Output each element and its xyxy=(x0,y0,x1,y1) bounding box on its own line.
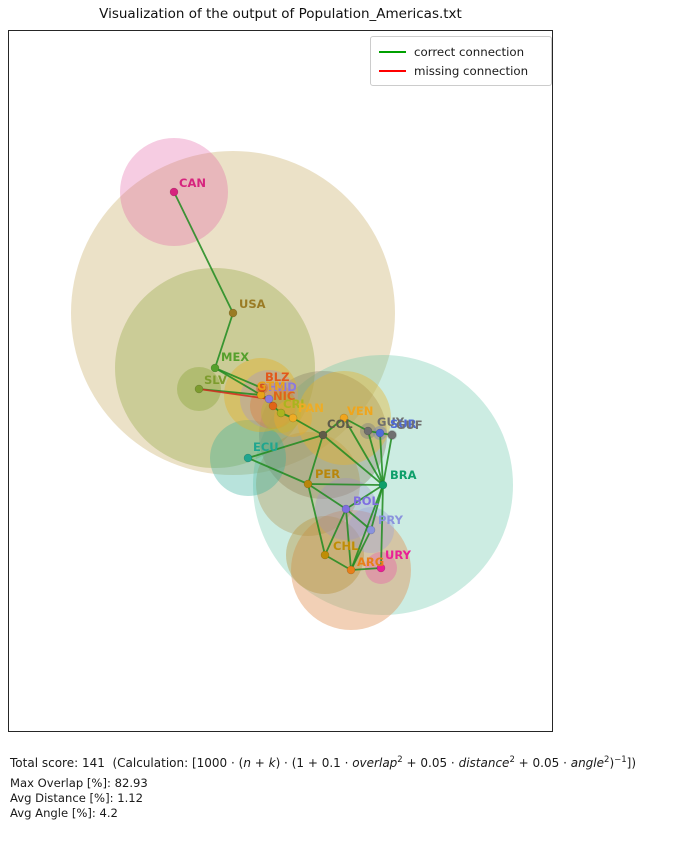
edge-VEN-BRA-correct xyxy=(343,417,384,486)
country-label-PAN: PAN xyxy=(298,401,324,415)
edge-PER-BOL-correct xyxy=(307,483,347,510)
edge-CHL-ARG-correct xyxy=(324,554,352,571)
edge-BOL-ARG-correct xyxy=(345,508,352,571)
country-label-CAN: CAN xyxy=(179,176,206,190)
country-label-HND: HND xyxy=(268,380,297,394)
edge-URY-BRA-correct xyxy=(380,484,384,569)
country-dot-COL xyxy=(318,430,328,440)
edge-SUR-BRA-correct xyxy=(379,432,384,486)
plot-frame xyxy=(8,30,553,732)
avg-angle-line: Avg Angle [%]: 4.2 xyxy=(10,806,118,821)
country-label-ECU: ECU xyxy=(253,440,279,454)
country-dot-PER xyxy=(303,479,313,489)
country-label-BOL: BOL xyxy=(353,494,380,508)
country-label-GUF: GUF xyxy=(396,418,423,432)
edge-COL-PER-correct xyxy=(307,434,324,485)
country-label-BRA: BRA xyxy=(390,468,417,482)
country-label-GTM: GTM xyxy=(257,379,286,393)
country-label-SUR: SUR xyxy=(390,417,417,431)
red-line-icon xyxy=(379,69,406,72)
footer-stats: Total score: 141 (Calculation: [1000 · (… xyxy=(10,755,690,822)
edge-ARG-URY-correct xyxy=(350,567,382,571)
country-label-MEX: MEX xyxy=(221,350,249,364)
country-dot-MEX xyxy=(210,363,220,373)
edge-PER-BRA-correct xyxy=(307,483,384,486)
country-dot-CAN xyxy=(169,187,179,197)
edge-COL-BRA-correct xyxy=(322,434,384,486)
figure-title: Visualization of the output of Populatio… xyxy=(99,6,462,22)
country-dot-USA xyxy=(228,308,238,318)
edge-VEN-GUY-correct xyxy=(343,417,369,432)
country-dot-GUY xyxy=(363,426,373,436)
country-label-BLZ: BLZ xyxy=(265,370,289,384)
edge-BOL-CHL-correct xyxy=(324,508,347,556)
country-label-USA: USA xyxy=(239,297,266,311)
edge-COL-VEN-correct xyxy=(322,417,345,436)
edge-PER-CHL-correct xyxy=(307,483,326,556)
edge-USA-MEX-correct xyxy=(214,312,234,369)
country-dot-PAN xyxy=(288,413,298,423)
country-label-PER: PER xyxy=(315,467,340,481)
country-dot-CHL xyxy=(320,550,330,560)
country-label-URY: URY xyxy=(385,548,412,562)
country-dot-GUF xyxy=(387,430,397,440)
legend-item-1: missing connection xyxy=(379,61,543,80)
edge-PAN-COL-correct xyxy=(292,417,324,436)
country-dot-HND xyxy=(264,394,274,404)
max-overlap-line: Max Overlap [%]: 82.93 xyxy=(10,776,148,790)
edge-ARG-BRA-correct xyxy=(350,484,384,571)
country-dot-BLZ xyxy=(257,383,267,393)
country-dot-CRI xyxy=(276,408,286,418)
country-dot-ARG xyxy=(346,565,356,575)
country-label-PRY: PRY xyxy=(378,513,404,527)
edge-ECU-PER-correct xyxy=(247,457,309,485)
edge-SLV-HND-missing xyxy=(198,388,270,400)
edge-GUY-BRA-correct xyxy=(367,430,384,486)
country-dot-NIC xyxy=(268,401,278,411)
edge-GUF-BRA-correct xyxy=(382,434,393,486)
country-label-CRI: CRI xyxy=(283,397,305,411)
edge-BOL-BRA-correct xyxy=(345,484,384,510)
country-label-VEN: VEN xyxy=(347,404,373,418)
country-dots-layer xyxy=(169,187,397,575)
country-dot-VEN xyxy=(339,413,349,423)
country-label-CHL: CHL xyxy=(333,539,359,553)
green-line-icon xyxy=(379,50,406,53)
country-label-ARG: ARG xyxy=(357,555,384,569)
country-dot-SLV xyxy=(194,384,204,394)
legend: correct connection missing connection xyxy=(370,36,552,86)
edge-MEX-GTM-correct xyxy=(214,367,262,396)
country-label-NIC: NIC xyxy=(273,389,295,403)
avg-distance-line: Avg Distance [%]: 1.12 xyxy=(10,791,144,806)
country-dot-URY xyxy=(376,563,386,573)
country-dot-PRY xyxy=(366,525,376,535)
edge-CAN-USA-correct xyxy=(173,191,234,314)
country-dot-SUR xyxy=(375,428,385,438)
edge-COL-ECU-correct xyxy=(247,434,324,459)
edge-MEX-BLZ-correct xyxy=(214,367,263,389)
legend-item-0: correct connection xyxy=(379,42,543,61)
country-label-SLV: SLV xyxy=(204,373,227,387)
country-label-COL: COL xyxy=(327,417,353,431)
country-dot-BRA xyxy=(378,480,388,490)
country-dot-ECU xyxy=(243,453,253,463)
score-line: Total score: 141 (Calculation: [1000 · (… xyxy=(10,755,637,770)
country-label-GUY: GUY xyxy=(377,415,405,429)
legend-item-label: correct connection xyxy=(414,44,525,59)
country-dot-BOL xyxy=(341,504,351,514)
legend-item-label: missing connection xyxy=(414,63,529,78)
